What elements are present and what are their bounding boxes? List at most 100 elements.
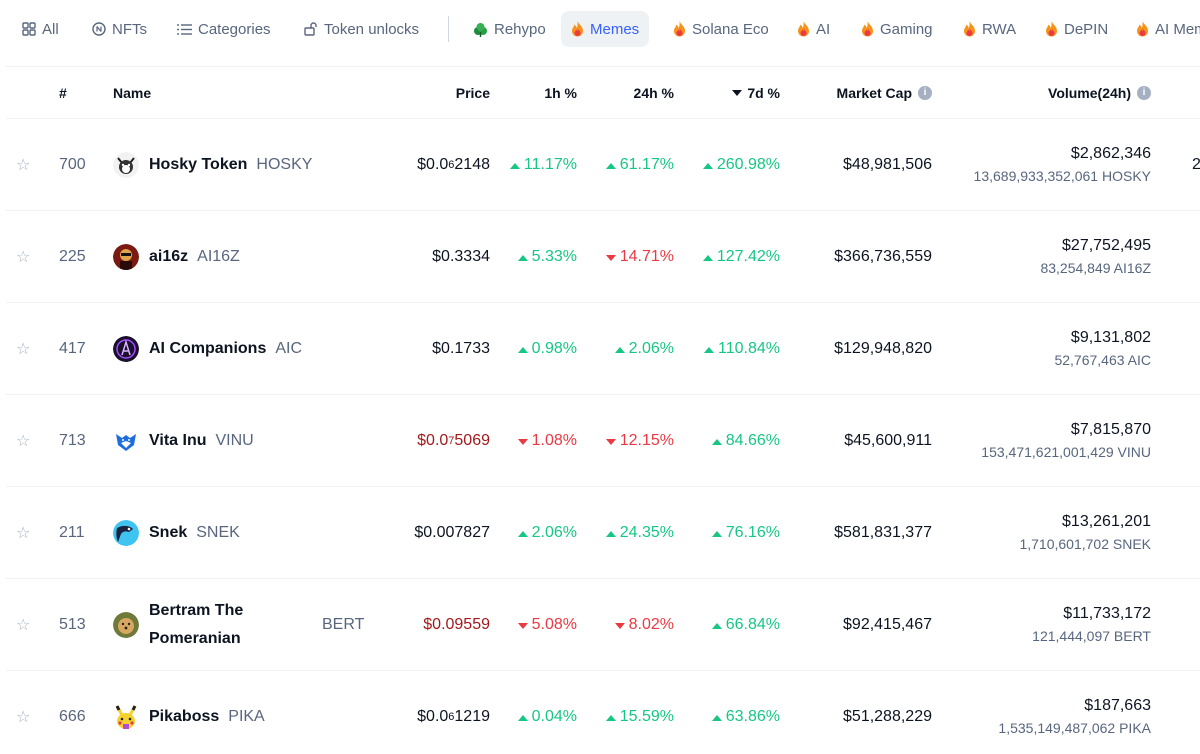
caret-up-icon xyxy=(702,162,713,169)
volume-cell: $2,862,346 13,689,933,352,061 HOSKY xyxy=(946,119,1151,210)
price: $0.3334 xyxy=(366,211,490,302)
table-row[interactable]: ☆ 513 Bertram The Pomeranian BERT $0.095… xyxy=(6,579,1200,671)
change-24h-value: 8.02% xyxy=(628,615,674,633)
tab-rwa[interactable]: RWA xyxy=(953,11,1026,47)
star-icon[interactable]: ☆ xyxy=(16,156,31,174)
tab-nfts[interactable]: NFTs xyxy=(82,11,157,47)
coin-symbol: BERT xyxy=(322,615,365,633)
volume-usd[interactable]: $27,752,495 xyxy=(1062,237,1151,254)
change-7d-value: 84.66% xyxy=(725,431,780,449)
price-prefix: $0.0 xyxy=(417,431,449,449)
hosky-logo-icon xyxy=(113,151,139,178)
star-icon[interactable]: ☆ xyxy=(16,524,31,542)
coin-name-cell[interactable]: Pikaboss PIKA xyxy=(113,671,373,754)
volume-coin: 83,254,849 AI16Z xyxy=(1040,260,1151,276)
change-24h: 12.15% xyxy=(586,395,674,486)
coin-name[interactable]: Hosky Token xyxy=(149,155,248,173)
tab-label: DePIN xyxy=(1064,20,1109,38)
tab-depin[interactable]: DePIN xyxy=(1035,11,1118,47)
price-prefix: $0.09559 xyxy=(423,615,490,633)
table-row[interactable]: ☆ 666 Pikaboss PIKA $0.0 6 1219 0.04% 15.5… xyxy=(6,671,1200,754)
coin-name[interactable]: Snek xyxy=(149,523,188,541)
star-icon[interactable]: ☆ xyxy=(16,248,31,266)
coin-name[interactable]: Vita Inu xyxy=(149,431,207,449)
header-volume[interactable]: Volume(24h) i xyxy=(946,67,1151,119)
price-prefix: $0.3334 xyxy=(432,247,490,265)
header-rank[interactable]: # xyxy=(59,85,67,101)
table-row[interactable]: ☆ 211 Snek SNEK $0.007827 2.06% 24.35% 7… xyxy=(6,487,1200,579)
change-1h-value: 2.06% xyxy=(531,523,577,541)
coin-symbol: HOSKY xyxy=(256,155,313,173)
star-icon[interactable]: ☆ xyxy=(16,616,31,634)
volume-coin: 153,471,621,001,429 VINU xyxy=(981,444,1151,460)
tab-gaming[interactable]: Gaming xyxy=(851,11,943,47)
star-icon[interactable]: ☆ xyxy=(16,432,31,450)
fire-icon xyxy=(963,21,976,37)
header-name[interactable]: Name xyxy=(113,85,152,101)
volume-usd[interactable]: $2,862,346 xyxy=(1070,145,1151,162)
price: $0.007827 xyxy=(366,487,490,578)
header-price[interactable]: Price xyxy=(455,85,490,101)
tab-solana-eco[interactable]: Solana Eco xyxy=(663,11,779,47)
coin-name-cell[interactable]: ai16z AI16Z xyxy=(113,211,373,302)
coin-name-cell[interactable]: AI Companions AIC xyxy=(113,303,373,394)
tab-label: RWA xyxy=(982,20,1017,38)
market-cap: $366,736,559 xyxy=(834,247,932,265)
volume-usd[interactable]: $9,131,802 xyxy=(1070,329,1151,346)
header-1h[interactable]: 1h % xyxy=(544,85,577,101)
table-row[interactable]: ☆ 417 AI Companions AIC $0.1733 0.98% 2.… xyxy=(6,303,1200,395)
tab-ai[interactable]: AI xyxy=(787,11,840,47)
price-prefix: $0.1733 xyxy=(432,339,490,357)
coin-symbol: AIC xyxy=(275,339,303,357)
change-7d: 260.98% xyxy=(686,119,780,210)
rank: 666 xyxy=(59,707,86,725)
tab-all[interactable]: All xyxy=(12,11,69,47)
table-row[interactable]: ☆ 225 ai16z AI16Z $0.3334 5.33% 14.71% 1… xyxy=(6,211,1200,303)
tab-label: Categories xyxy=(198,20,271,38)
coin-name-cell[interactable]: Bertram The Pomeranian BERT xyxy=(113,579,373,670)
change-7d-value: 110.84% xyxy=(718,339,780,357)
price: $0.09559 xyxy=(366,579,490,670)
coin-name[interactable]: Pikaboss xyxy=(149,707,220,725)
tab-label: All xyxy=(42,20,59,38)
tab-memes[interactable]: Memes xyxy=(561,11,650,47)
rank: 225 xyxy=(59,247,86,265)
info-icon[interactable]: i xyxy=(1137,86,1151,100)
star-icon[interactable]: ☆ xyxy=(16,340,31,358)
tab-categories[interactable]: Categories xyxy=(167,11,281,47)
coin-name[interactable]: AI Companions xyxy=(149,339,267,357)
tabs-divider xyxy=(448,16,449,42)
coin-name[interactable]: ai16z xyxy=(149,247,189,265)
caret-up-icon xyxy=(517,254,528,261)
header-market-cap[interactable]: Market Cap i xyxy=(796,67,932,119)
volume-cell: $13,261,201 1,710,601,702 SNEK xyxy=(946,487,1151,578)
tab-ai-memes[interactable]: AI Mem xyxy=(1126,11,1200,47)
change-7d-value: 63.86% xyxy=(725,707,780,725)
market-cap: $51,288,229 xyxy=(843,707,932,725)
coin-name-cell[interactable]: Snek SNEK xyxy=(113,487,373,578)
tab-rehypo[interactable]: Rehypo xyxy=(463,11,556,47)
coin-name[interactable]: Bertram The Pomeranian xyxy=(149,601,244,647)
header-24h[interactable]: 24h % xyxy=(633,85,674,101)
info-icon[interactable]: i xyxy=(918,86,932,100)
change-1h-value: 5.33% xyxy=(531,247,577,265)
star-icon[interactable]: ☆ xyxy=(16,708,31,726)
coin-symbol: VINU xyxy=(215,431,254,449)
volume-usd[interactable]: $187,663 xyxy=(1084,697,1151,714)
volume-usd[interactable]: $13,261,201 xyxy=(1062,513,1151,530)
change-7d: 84.66% xyxy=(686,395,780,486)
table-row[interactable]: ☆ 700 Hosky Token HOSKY $0.0 6 2148 11.17%… xyxy=(6,119,1200,211)
caret-down-icon xyxy=(517,438,528,445)
coin-name-cell[interactable]: Hosky Token HOSKY xyxy=(113,119,373,210)
change-24h-value: 12.15% xyxy=(619,431,674,449)
volume-usd[interactable]: $7,815,870 xyxy=(1070,421,1151,438)
price-zero-count: 6 xyxy=(448,710,455,723)
change-7d-value: 260.98% xyxy=(716,155,780,173)
coin-name-cell[interactable]: Vita Inu VINU xyxy=(113,395,373,486)
tab-label: AI xyxy=(816,20,831,38)
tab-token-unlocks[interactable]: Token unlocks xyxy=(294,11,429,47)
change-7d: 127.42% xyxy=(686,211,780,302)
volume-usd[interactable]: $11,733,172 xyxy=(1063,605,1151,622)
table-row[interactable]: ☆ 713 Vita Inu VINU $0.0 7 5069 1.08% 12.1… xyxy=(6,395,1200,487)
header-7d[interactable]: 7d % xyxy=(686,67,780,119)
